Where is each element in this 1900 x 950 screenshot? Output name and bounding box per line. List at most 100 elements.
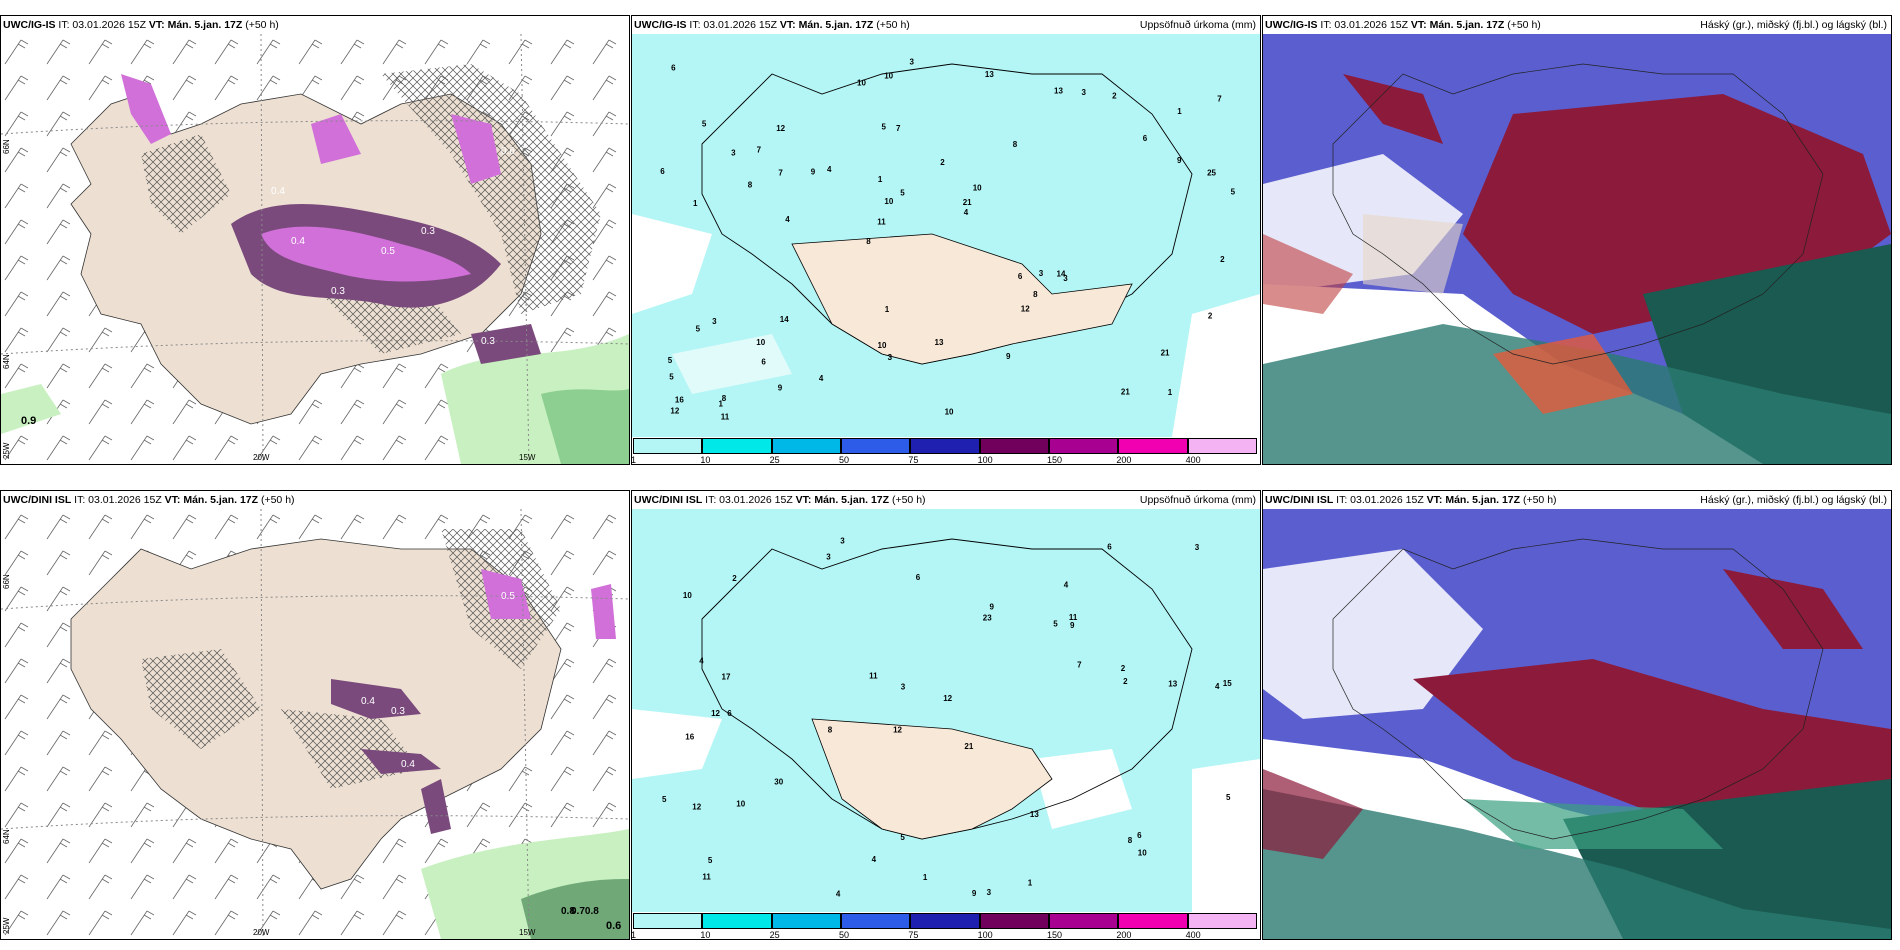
precip-number: 6 [1018, 272, 1023, 281]
precip-number: 7 [1077, 660, 1082, 669]
precip-number: 2 [732, 574, 737, 583]
field-title: Háský (gr.), miðský (fj.bl.) og lágský (… [1700, 494, 1887, 506]
precip-number: 1 [1028, 879, 1033, 888]
legend-tick-label: 100 [977, 455, 993, 465]
lat-label: 64N [2, 829, 11, 844]
precip-value: 0.5 [381, 246, 395, 257]
precip-number: 7 [757, 146, 762, 155]
lon-label: 25W [2, 442, 11, 459]
precip-value: 0.3 [331, 286, 345, 297]
precip-number: 2 [1208, 311, 1213, 320]
precip-number: 10 [736, 800, 745, 809]
precip-number: 5 [708, 856, 713, 865]
precip-number: 2 [1121, 664, 1126, 673]
precip-number: 12 [1021, 304, 1030, 313]
precip-value: 0.6 [606, 920, 621, 932]
precip-number: 12 [670, 407, 679, 416]
precip-number: 4 [1215, 682, 1220, 691]
precip-value: 0.4 [271, 186, 285, 197]
precip-number: 10 [884, 197, 893, 206]
precip-value: 0.8 [561, 906, 575, 917]
precip-number: 12 [893, 726, 902, 735]
precip-number: 9 [1006, 352, 1011, 361]
legend-swatch [840, 913, 911, 929]
legend-swatch [1048, 913, 1119, 929]
precip-number: 8 [866, 237, 871, 246]
panel-header: UWC/IG-IS IT: 03.01.2026 15Z VT: Mán. 5.… [634, 19, 910, 31]
precip-value: 0.6 [501, 146, 515, 157]
precip-number: 5 [1226, 793, 1231, 802]
precip-number: 5 [900, 188, 905, 197]
legend-tick-label: 1 [631, 930, 637, 940]
precip-number: 11 [877, 218, 886, 227]
precip-number: 15 [1223, 679, 1232, 688]
precip-number: 5 [696, 325, 701, 334]
precip-number: 3 [826, 552, 831, 561]
legend-swatch [771, 913, 841, 929]
lat-label: 66N [2, 139, 11, 154]
precip-number: 11 [1069, 613, 1078, 622]
panel-top-left-wind-precip: UWC/IG-IS IT: 03.01.2026 15Z VT: Mán. 5.… [0, 15, 630, 465]
panel-header: UWC/DINI ISL IT: 03.01.2026 15Z VT: Mán.… [3, 494, 295, 506]
lon-label: 15W [519, 453, 536, 462]
legend-swatch [633, 913, 703, 929]
legend-tick-label: 200 [1116, 455, 1132, 465]
lon-label: 25W [2, 917, 11, 934]
legend-tick-label: 1 [631, 455, 637, 465]
legend-swatch [1048, 438, 1119, 454]
precip-number: 4 [1064, 581, 1069, 590]
precip-legend: 1 10 25 50 75 100 150 200 400 [632, 911, 1260, 939]
precip-value: 0.9 [21, 415, 36, 427]
lat-label: 64N [2, 354, 11, 369]
precip-number: 9 [1177, 156, 1182, 165]
precip-number: 10 [884, 72, 893, 81]
precip-number-labels: 1118885234567103510569111010121314212114… [660, 58, 1235, 422]
precip-number: 1 [923, 873, 928, 882]
precip-number: 16 [685, 732, 694, 741]
precip-number: 8 [722, 394, 727, 403]
precip-number: 6 [916, 573, 921, 582]
precip-number: 7 [896, 124, 901, 133]
precip-number: 6 [761, 357, 766, 366]
panel-bottom-right-cloud-cover: UWC/DINI ISL IT: 03.01.2026 15Z VT: Mán.… [1262, 490, 1892, 940]
legend-swatch [1118, 438, 1188, 454]
precip-number: 6 [660, 167, 665, 176]
precip-number: 3 [1063, 274, 1068, 283]
map-area: 0.9 0.4 0.3 0.5 0.3 0.4 0.3 0.6 66N 64N … [1, 34, 629, 464]
precip-number: 14 [780, 315, 789, 324]
legend-swatch [910, 438, 980, 454]
legend-swatch [702, 438, 772, 454]
precip-number: 21 [963, 198, 972, 207]
precip-number: 30 [774, 778, 783, 787]
legend-tick-label: 400 [1185, 455, 1201, 465]
precip-value: 0.70.8 [571, 906, 599, 917]
precip-legend: 1 10 25 50 75 100 150 200 400 [632, 436, 1260, 464]
precip-number: 1 [719, 399, 724, 408]
precip-number: 6 [671, 64, 676, 73]
precip-number: 2 [1123, 677, 1128, 686]
map-area: 3 4 4 12 21 6 10 5 16 23 12 11 3 8 9 3 5 6 7 30 17 12 15 13 5 4 3 2… [632, 509, 1260, 912]
precip-number: 3 [840, 537, 845, 546]
precip-value: 0.5 [501, 591, 515, 602]
precip-number: 3 [901, 683, 906, 692]
precip-number: 8 [748, 181, 753, 190]
precip-number: 12 [711, 709, 720, 718]
panel-top-right-cloud-cover: UWC/IG-IS IT: 03.01.2026 15Z VT: Mán. 5.… [1262, 15, 1892, 465]
precip-number: 9 [811, 168, 816, 177]
precip-number: 11 [721, 413, 730, 422]
field-title: Háský (gr.), miðský (fj.bl.) og lágský (… [1700, 19, 1887, 31]
precip-number: 21 [1121, 388, 1130, 397]
precip-number: 10 [1138, 848, 1147, 857]
legend-swatch [1187, 438, 1257, 454]
precip-value: 0.3 [481, 336, 495, 347]
precip-number: 1 [1168, 388, 1173, 397]
precip-value: 0.4 [361, 696, 375, 707]
legend-tick-label: 10 [700, 455, 711, 465]
precip-number: 21 [1161, 349, 1170, 358]
field-title: Uppsöfnuð úrkoma (mm) [1139, 494, 1256, 506]
legend-tick-label: 50 [839, 930, 850, 940]
precip-number: 23 [983, 613, 992, 622]
precip-number: 10 [756, 338, 765, 347]
legend-tick-label: 200 [1116, 930, 1132, 940]
